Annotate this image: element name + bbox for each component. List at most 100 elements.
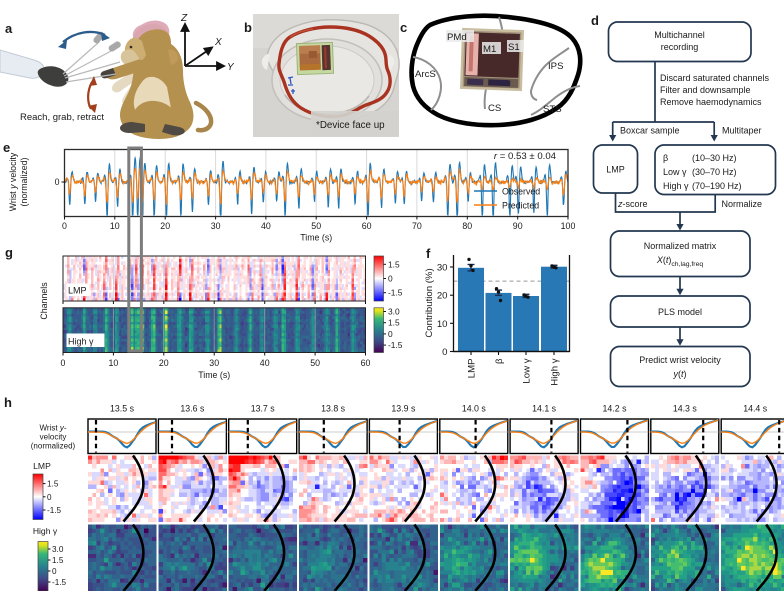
svg-text:Reach, grab, retract: Reach, grab, retract: [20, 112, 104, 123]
svg-text:Z: Z: [180, 13, 188, 24]
svg-text:β: β: [663, 153, 668, 163]
svg-text:-1.5: -1.5: [388, 340, 403, 350]
svg-text:Discard saturated channels: Discard saturated channels: [660, 73, 770, 83]
svg-text:a: a: [5, 21, 13, 36]
svg-text:0: 0: [62, 221, 67, 231]
svg-text:70: 70: [412, 221, 422, 231]
svg-text:Time (s): Time (s): [198, 370, 230, 380]
svg-text:10: 10: [109, 358, 119, 368]
svg-text:High γ: High γ: [550, 358, 561, 385]
svg-text:0: 0: [55, 177, 60, 187]
svg-text:20: 20: [437, 291, 448, 302]
svg-text:-1.5: -1.5: [52, 578, 67, 587]
svg-text:14.2 s: 14.2 s: [603, 404, 628, 414]
svg-text:0: 0: [52, 567, 57, 576]
svg-text:40: 40: [261, 221, 271, 231]
svg-text:g: g: [5, 245, 13, 260]
svg-text:14.0 s: 14.0 s: [462, 404, 487, 414]
svg-text:f: f: [426, 246, 431, 261]
svg-text:High γ: High γ: [33, 526, 58, 536]
svg-text:0: 0: [388, 274, 393, 284]
svg-text:Wrist y velocity: Wrist y velocity: [8, 152, 18, 211]
svg-text:1.5: 1.5: [388, 318, 400, 328]
svg-text:Normalize: Normalize: [722, 199, 763, 209]
svg-text:(normalized): (normalized): [19, 157, 29, 206]
svg-text:Time (s): Time (s): [300, 233, 332, 243]
svg-text:S1: S1: [508, 42, 520, 53]
svg-text:LMP: LMP: [33, 461, 51, 471]
svg-text:High γ: High γ: [68, 337, 94, 347]
svg-text:13.5 s: 13.5 s: [110, 404, 135, 414]
svg-text:13.7 s: 13.7 s: [251, 404, 276, 414]
svg-text:(70–190 Hz): (70–190 Hz): [692, 181, 742, 191]
svg-text:90: 90: [513, 221, 523, 231]
svg-text:Observed: Observed: [502, 187, 540, 197]
svg-text:1.5: 1.5: [47, 480, 59, 489]
svg-text:*Device face up: *Device face up: [316, 120, 385, 131]
svg-text:PMd: PMd: [447, 32, 467, 43]
svg-text:0: 0: [61, 358, 66, 368]
svg-text:High γ: High γ: [663, 181, 689, 191]
svg-text:LMP: LMP: [68, 286, 87, 296]
svg-text:20: 20: [160, 221, 170, 231]
svg-text:(30–70 Hz): (30–70 Hz): [692, 167, 737, 177]
svg-text:PLS model: PLS model: [658, 307, 702, 317]
svg-text:80: 80: [462, 221, 472, 231]
svg-text:CS: CS: [488, 103, 501, 114]
svg-text:Low γ: Low γ: [663, 167, 687, 177]
svg-text:0: 0: [388, 329, 393, 339]
svg-text:LMP: LMP: [467, 359, 478, 379]
svg-text:60: 60: [362, 221, 372, 231]
svg-text:Y: Y: [227, 62, 235, 73]
svg-text:M1: M1: [483, 44, 496, 55]
svg-text:Predicted: Predicted: [502, 201, 539, 211]
svg-text:50: 50: [310, 358, 320, 368]
svg-text:1.5: 1.5: [52, 556, 64, 565]
svg-text:14.3 s: 14.3 s: [673, 404, 698, 414]
svg-text:e: e: [3, 140, 10, 155]
svg-text:14.4 s: 14.4 s: [743, 404, 768, 414]
svg-text:Boxcar sample: Boxcar sample: [620, 126, 680, 136]
svg-text:Multichannel: Multichannel: [654, 30, 705, 40]
svg-text:velocity: velocity: [40, 433, 67, 442]
svg-text:h: h: [4, 395, 12, 410]
svg-text:20: 20: [159, 358, 169, 368]
svg-text:3.0: 3.0: [388, 307, 400, 317]
svg-text:60: 60: [361, 358, 371, 368]
svg-text:30: 30: [437, 263, 448, 274]
svg-text:b: b: [244, 20, 252, 35]
svg-text:β: β: [494, 358, 505, 364]
svg-text:1.5: 1.5: [388, 259, 400, 269]
svg-text:STS: STS: [543, 104, 562, 115]
svg-text:Filter and downsample: Filter and downsample: [660, 85, 751, 95]
svg-text:Normalized matrix: Normalized matrix: [644, 241, 717, 251]
svg-text:r = 0.53 ± 0.04: r = 0.53 ± 0.04: [494, 151, 557, 162]
svg-text:10: 10: [110, 221, 120, 231]
svg-text:-1.5: -1.5: [388, 288, 403, 298]
svg-text:50: 50: [311, 221, 321, 231]
svg-text:3.0: 3.0: [52, 545, 64, 554]
svg-text:z-score: z-score: [617, 199, 648, 209]
svg-text:30: 30: [209, 358, 219, 368]
svg-text:30: 30: [211, 221, 221, 231]
svg-text:10: 10: [437, 319, 448, 330]
svg-text:14.1 s: 14.1 s: [532, 404, 557, 414]
svg-text:Channels: Channels: [39, 282, 49, 320]
svg-text:recording: recording: [661, 42, 699, 52]
svg-text:c: c: [400, 20, 407, 35]
svg-text:(normalized): (normalized): [31, 442, 76, 451]
svg-text:IPS: IPS: [548, 61, 563, 72]
svg-text:0: 0: [47, 493, 52, 502]
svg-text:Multitaper: Multitaper: [722, 126, 762, 136]
svg-text:Remove haemodynamics: Remove haemodynamics: [660, 97, 762, 107]
svg-text:Contribution (%): Contribution (%): [424, 268, 435, 337]
svg-text:ArcS: ArcS: [415, 69, 436, 80]
svg-text:(10–30 Hz): (10–30 Hz): [692, 153, 737, 163]
svg-text:Predict wrist velocity: Predict wrist velocity: [639, 355, 721, 365]
svg-text:Low γ: Low γ: [522, 358, 533, 383]
svg-text:LMP: LMP: [606, 165, 625, 175]
svg-text:d: d: [591, 13, 599, 28]
svg-text:-1.5: -1.5: [47, 506, 62, 515]
svg-text:13.8 s: 13.8 s: [321, 404, 346, 414]
svg-text:y(t): y(t): [672, 369, 686, 379]
